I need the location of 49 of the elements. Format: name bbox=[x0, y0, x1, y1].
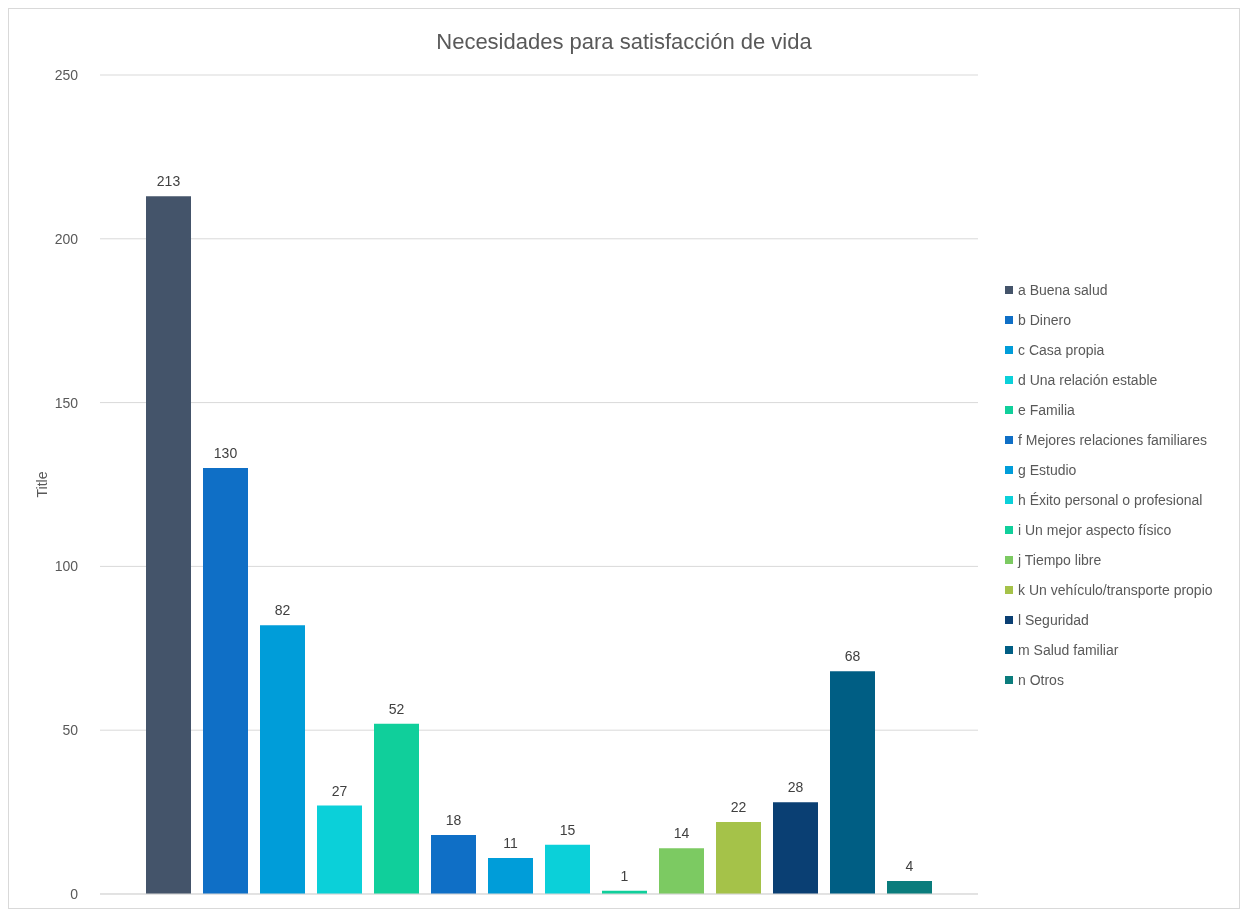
legend-label: j Tiempo libre bbox=[1018, 551, 1102, 568]
legend-label: m Salud familiar bbox=[1018, 641, 1119, 658]
legend-label: f Mejores relaciones familiares bbox=[1018, 431, 1208, 448]
data-label: 52 bbox=[388, 700, 405, 717]
legend-label: l Seguridad bbox=[1018, 611, 1089, 628]
bar bbox=[659, 848, 704, 894]
data-label: 27 bbox=[331, 782, 348, 799]
bar bbox=[830, 671, 875, 894]
y-tick-label: 200 bbox=[54, 230, 79, 247]
legend-label: n Otros bbox=[1018, 671, 1064, 688]
bar bbox=[887, 880, 932, 894]
data-label: 11 bbox=[503, 834, 518, 851]
data-label: 1 bbox=[620, 867, 629, 884]
data-label: 213 bbox=[156, 173, 181, 190]
data-label: 18 bbox=[445, 812, 462, 829]
bar bbox=[260, 625, 305, 894]
y-tick-label: 250 bbox=[54, 66, 79, 83]
data-label: 22 bbox=[730, 798, 747, 815]
legend-label: g Estudio bbox=[1018, 461, 1077, 478]
legend-label: a Buena salud bbox=[1018, 281, 1108, 298]
bar bbox=[317, 805, 362, 894]
bar bbox=[203, 468, 248, 894]
y-tick-label: 0 bbox=[70, 885, 79, 902]
data-label: 15 bbox=[559, 821, 576, 838]
legend-label: e Familia bbox=[1018, 401, 1075, 418]
chart-title: Necesidades para satisfacción de vida bbox=[435, 29, 813, 55]
data-label: 28 bbox=[787, 779, 804, 796]
bar bbox=[773, 802, 818, 894]
bar bbox=[146, 196, 191, 894]
bar bbox=[545, 844, 590, 894]
y-tick-label: 150 bbox=[54, 394, 79, 411]
legend-label: k Un vehículo/transporte propio bbox=[1018, 581, 1213, 598]
legend-label: i Un mejor aspecto físico bbox=[1018, 521, 1172, 538]
data-label: 130 bbox=[213, 445, 238, 462]
bar bbox=[374, 723, 419, 894]
data-label: 68 bbox=[844, 648, 861, 665]
legend-label: b Dinero bbox=[1018, 311, 1071, 328]
legend-label: d Una relación estable bbox=[1018, 371, 1158, 388]
bar bbox=[716, 821, 761, 894]
bar bbox=[488, 857, 533, 894]
data-label: 14 bbox=[673, 825, 690, 842]
bar bbox=[431, 835, 476, 894]
legend-label: c Casa propia bbox=[1018, 341, 1105, 358]
y-tick-label: 100 bbox=[54, 558, 79, 575]
y-axis-title: Title bbox=[34, 471, 50, 498]
data-label: 4 bbox=[905, 857, 914, 874]
legend-label: h Éxito personal o profesional bbox=[1018, 491, 1203, 508]
y-tick-label: 50 bbox=[62, 722, 79, 739]
data-label: 82 bbox=[274, 602, 291, 619]
